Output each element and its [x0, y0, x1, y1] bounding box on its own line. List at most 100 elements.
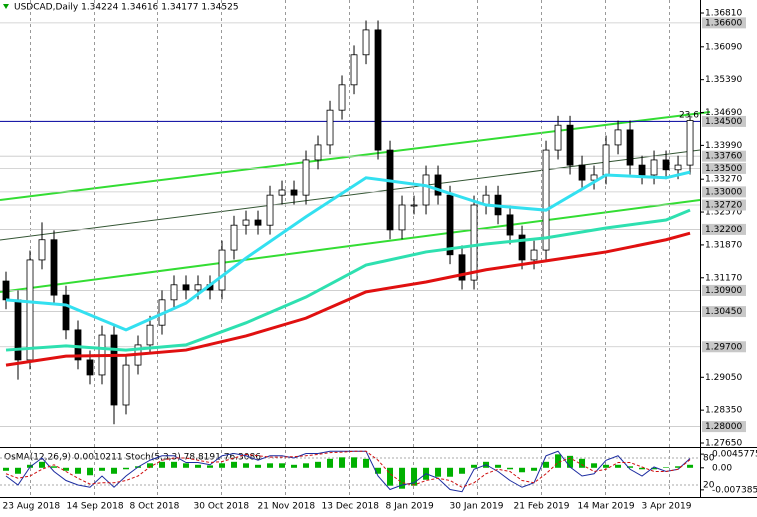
osma-bar — [39, 461, 46, 468]
osma-bar — [663, 467, 670, 468]
level-label-box — [702, 421, 746, 433]
osma-bar — [363, 458, 370, 468]
level-label: 1.33000 — [705, 187, 742, 197]
level-label: 1.30900 — [705, 286, 742, 296]
x-tick-label: 23 Aug 2018 — [3, 502, 61, 512]
osma-bar — [183, 463, 190, 468]
osma-bar — [87, 467, 94, 476]
candle-body — [542, 149, 550, 251]
osma-bar — [567, 455, 574, 468]
x-tick-label: 3 Apr 2019 — [642, 502, 692, 512]
osma-bar — [639, 467, 646, 470]
osma-bar — [195, 464, 202, 468]
level-label-box — [702, 306, 746, 318]
candle-body — [686, 120, 694, 166]
candle-body — [410, 204, 418, 207]
osma-bar — [303, 463, 310, 468]
fib-label: 23.6 — [679, 111, 699, 121]
candle-body — [50, 239, 58, 296]
osma-bar — [543, 461, 550, 468]
candle-body — [242, 219, 250, 226]
candle-body — [506, 214, 514, 236]
candle-body — [110, 334, 118, 406]
moving-average — [5, 208, 691, 352]
level-label-box — [702, 223, 746, 235]
y-tick-label: 1.31170 — [705, 273, 742, 283]
candle-body — [338, 84, 346, 111]
level-label-box — [702, 186, 746, 198]
x-tick-label: 30 Jan 2019 — [450, 502, 504, 512]
osma-bar — [231, 461, 238, 468]
y-tick-label: 0.00 — [712, 463, 732, 473]
level-label: 1.32200 — [705, 225, 742, 235]
osma-bar — [207, 465, 214, 468]
osma-bar — [315, 461, 322, 468]
level-label: 1.32720 — [705, 201, 742, 211]
candle-body — [194, 284, 202, 291]
x-tick-label: 14 Mar 2019 — [578, 502, 635, 512]
moving-average — [5, 170, 691, 332]
candle-body — [254, 219, 262, 226]
level-label: 1.28000 — [705, 422, 742, 432]
osma-bar — [15, 467, 22, 474]
level-label: 1.29700 — [705, 342, 742, 352]
osma-bar — [687, 464, 694, 468]
candle-body — [218, 249, 226, 291]
level-label: 1.36600 — [705, 18, 742, 28]
x-tick-label: 8 Oct 2018 — [130, 502, 180, 512]
y-tick-label: 1.33990 — [705, 141, 742, 151]
osma-bar — [339, 457, 346, 468]
candle-body — [350, 54, 358, 86]
candle-body — [326, 109, 334, 146]
level-label: 1.33500 — [705, 164, 742, 174]
candle-body — [182, 284, 190, 291]
osma-bar — [255, 464, 262, 468]
osma-bar — [267, 463, 274, 468]
candle-body — [578, 164, 586, 181]
candle-body — [590, 174, 598, 181]
y-tick-label: 1.27650 — [705, 439, 742, 449]
osma-bar — [351, 457, 358, 468]
osma-bar — [591, 463, 598, 468]
level-label-box — [702, 162, 746, 174]
candle-body — [170, 284, 178, 301]
x-tick-label: 8 Jan 2019 — [386, 502, 434, 512]
candle-body — [362, 29, 370, 56]
candle-body — [638, 164, 646, 176]
y-tick-label: 1.28350 — [705, 406, 742, 416]
osma-bar — [27, 464, 34, 468]
x-tick-label: 30 Oct 2018 — [194, 502, 250, 512]
level-label: 1.34500 — [705, 117, 742, 127]
osma-bar — [495, 464, 502, 468]
osma-bar — [3, 467, 10, 471]
osma-bar — [411, 467, 418, 486]
level-label: 1.33760 — [705, 152, 742, 162]
candle-body — [662, 159, 670, 171]
osma-bar — [603, 464, 610, 468]
osma-bar — [471, 464, 478, 468]
osma-bar — [555, 454, 562, 468]
osma-bar — [507, 467, 514, 470]
osma-bar — [447, 467, 454, 477]
candle-body — [650, 159, 658, 176]
osma-bar — [123, 467, 130, 470]
candle-body — [554, 124, 562, 151]
candle-body — [446, 194, 454, 256]
osma-bar — [147, 463, 154, 468]
candle-body — [314, 144, 322, 161]
candle-body — [146, 324, 154, 346]
y-tick-label: -0.007385 — [712, 485, 757, 495]
candle-body — [230, 224, 238, 251]
osma-bar — [615, 464, 622, 468]
osma-bar — [375, 467, 382, 474]
candle-body — [38, 239, 46, 261]
level-label-box — [702, 115, 746, 127]
y-tick-label: 1.33270 — [705, 175, 742, 185]
y-tick-label: 1.29050 — [705, 373, 742, 383]
y-tick-label: 1.31870 — [705, 240, 742, 250]
candle-body — [374, 29, 382, 151]
osma-bar — [459, 467, 466, 474]
osma-bar — [435, 467, 442, 477]
level-label-box — [702, 199, 746, 211]
candle-body — [566, 124, 574, 166]
